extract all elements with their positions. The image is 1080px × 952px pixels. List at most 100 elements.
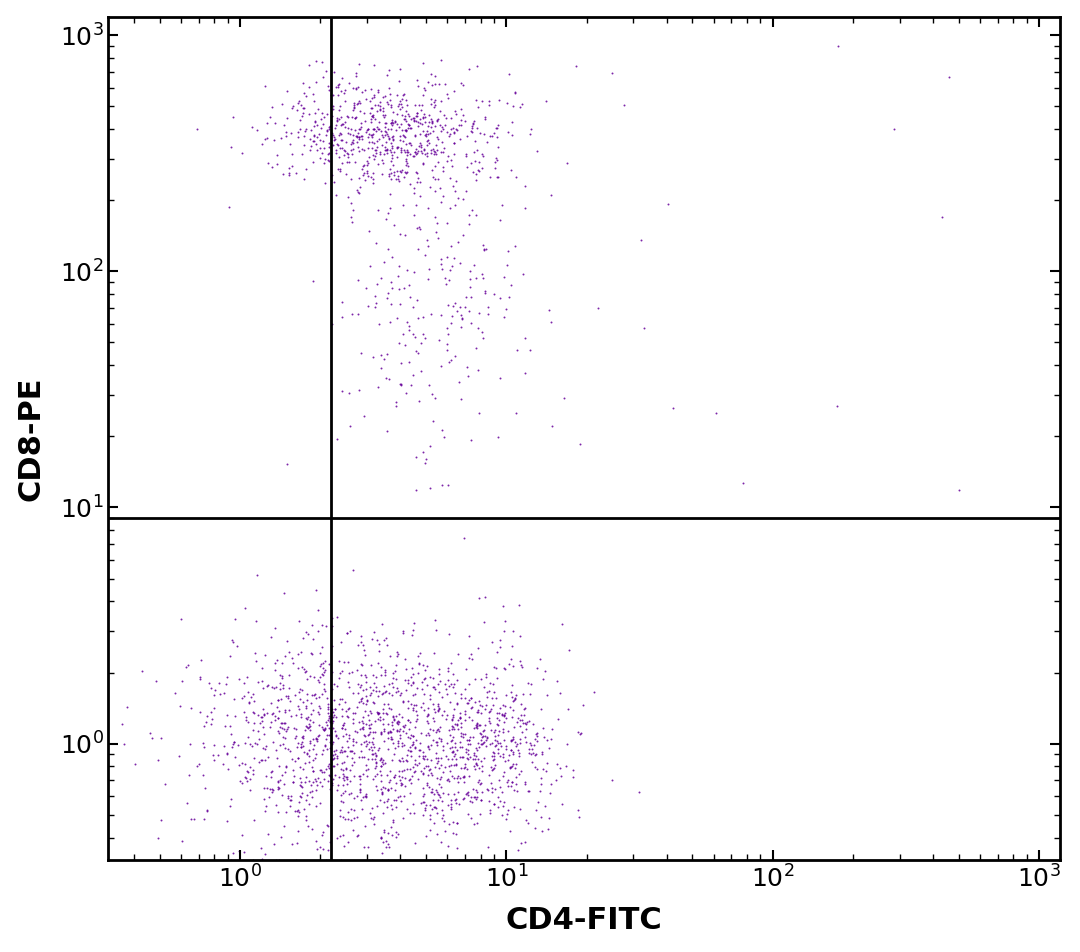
Point xyxy=(451,770,469,785)
Point xyxy=(375,147,392,162)
Point xyxy=(320,82,337,97)
Point xyxy=(364,349,381,365)
Point xyxy=(219,813,237,828)
Point xyxy=(434,188,451,203)
Point xyxy=(396,717,414,732)
Point xyxy=(381,81,399,96)
Point xyxy=(357,281,375,296)
Point xyxy=(541,811,558,826)
Point xyxy=(348,183,365,198)
Point xyxy=(255,720,272,735)
Point xyxy=(446,746,463,762)
Point xyxy=(416,81,433,96)
Point xyxy=(368,120,386,135)
Point xyxy=(443,315,460,330)
Point xyxy=(444,743,461,758)
Point xyxy=(379,143,396,158)
Point xyxy=(396,338,414,353)
Point xyxy=(384,131,402,147)
Point xyxy=(342,812,360,827)
Point xyxy=(460,676,477,691)
Point xyxy=(383,117,401,132)
Point xyxy=(464,729,482,744)
Point xyxy=(516,729,534,744)
Point xyxy=(361,127,378,142)
Point xyxy=(280,788,297,803)
Point xyxy=(469,736,486,751)
Point xyxy=(362,680,379,695)
Point xyxy=(631,784,648,800)
Point xyxy=(301,784,319,800)
Point xyxy=(293,729,310,744)
Point xyxy=(464,751,482,766)
Point xyxy=(376,632,393,647)
Point xyxy=(451,710,469,725)
Point xyxy=(396,673,414,688)
Point xyxy=(316,722,334,737)
Point xyxy=(459,368,476,384)
Point xyxy=(352,628,369,644)
Point xyxy=(427,76,444,91)
Point xyxy=(149,753,166,768)
Point xyxy=(321,710,338,725)
Point xyxy=(470,772,487,787)
Point xyxy=(423,802,441,817)
Point xyxy=(379,286,396,301)
Point xyxy=(410,755,428,770)
Point xyxy=(485,762,502,777)
Point xyxy=(349,724,366,740)
Point xyxy=(473,671,490,686)
Point xyxy=(289,661,307,676)
Point xyxy=(275,764,293,779)
Point xyxy=(538,764,555,779)
Point xyxy=(451,749,469,764)
Point xyxy=(455,530,472,545)
Point xyxy=(384,709,402,724)
Point xyxy=(366,714,383,729)
Point xyxy=(326,750,343,765)
Point xyxy=(508,783,525,798)
Point xyxy=(383,718,401,733)
Point xyxy=(475,270,492,286)
Point xyxy=(403,744,420,759)
Point xyxy=(256,781,273,796)
Point xyxy=(342,195,360,210)
Point xyxy=(481,794,498,809)
Point xyxy=(347,66,364,81)
Point xyxy=(369,122,387,137)
Point xyxy=(318,761,335,776)
Point xyxy=(294,76,311,91)
Point xyxy=(352,115,369,130)
Point xyxy=(343,134,361,149)
Point xyxy=(388,708,405,724)
Point xyxy=(575,697,592,712)
Point xyxy=(442,262,459,277)
Point xyxy=(397,92,415,108)
Point xyxy=(274,167,292,182)
Point xyxy=(406,720,423,735)
Point xyxy=(264,782,281,797)
Point xyxy=(467,694,484,709)
Point xyxy=(428,147,445,162)
Point xyxy=(308,731,325,746)
Point xyxy=(378,146,395,161)
Point xyxy=(367,679,384,694)
Point xyxy=(512,736,529,751)
Point xyxy=(324,734,341,749)
Point xyxy=(391,73,408,89)
Point xyxy=(298,711,315,726)
Point xyxy=(230,843,247,859)
Point xyxy=(381,314,399,329)
Point xyxy=(488,734,505,749)
Point xyxy=(440,786,457,802)
Point xyxy=(349,700,366,715)
Point xyxy=(428,783,445,798)
Point xyxy=(292,778,309,793)
Point xyxy=(417,109,434,124)
Point xyxy=(450,853,468,868)
Point xyxy=(279,110,296,126)
Point xyxy=(313,720,330,735)
Point xyxy=(349,676,366,691)
Point xyxy=(360,141,377,156)
Point xyxy=(502,652,519,667)
